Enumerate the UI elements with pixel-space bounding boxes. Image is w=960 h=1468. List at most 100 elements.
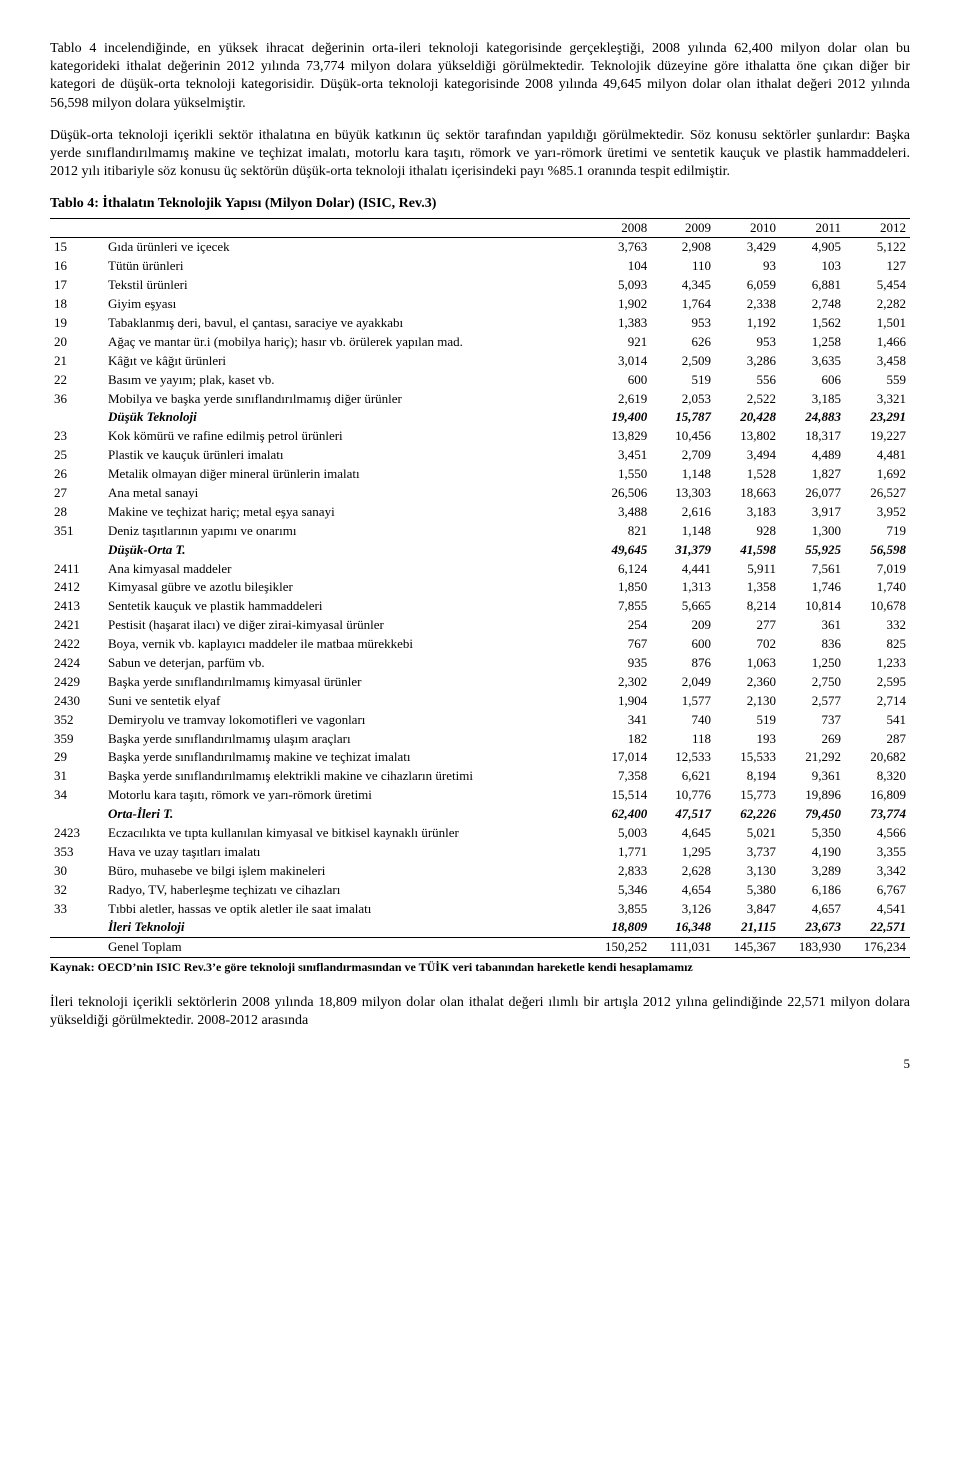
row-value: 41,598 [715, 541, 780, 560]
row-code: 2424 [50, 654, 104, 673]
table-row: İleri Teknoloji18,80916,34821,11523,6732… [50, 918, 910, 937]
row-value: 3,185 [780, 390, 845, 409]
row-code [50, 805, 104, 824]
row-value: 2,053 [651, 390, 715, 409]
row-value: 6,621 [651, 767, 715, 786]
row-label: Düşük-Orta T. [104, 541, 586, 560]
row-value: 4,541 [845, 900, 910, 919]
row-value: 145,367 [715, 938, 780, 958]
row-value: 3,488 [586, 503, 651, 522]
row-value: 702 [715, 635, 780, 654]
row-value: 4,441 [651, 560, 715, 579]
row-value: 6,124 [586, 560, 651, 579]
row-value: 1,740 [845, 578, 910, 597]
row-value: 6,186 [780, 881, 845, 900]
row-value: 16,348 [651, 918, 715, 937]
table-row: 351Deniz taşıtlarının yapımı ve onarımı8… [50, 522, 910, 541]
table-row: 31Başka yerde sınıflandırılmamış elektri… [50, 767, 910, 786]
row-label: Mobilya ve başka yerde sınıflandırılmamı… [104, 390, 586, 409]
row-code: 28 [50, 503, 104, 522]
row-value: 953 [651, 314, 715, 333]
table-row: 17Tekstil ürünleri5,0934,3456,0596,8815,… [50, 276, 910, 295]
row-value: 1,827 [780, 465, 845, 484]
row-label: Büro, muhasebe ve bilgi işlem makineleri [104, 862, 586, 881]
row-value: 21,292 [780, 748, 845, 767]
row-value: 719 [845, 522, 910, 541]
row-code: 19 [50, 314, 104, 333]
row-value: 269 [780, 730, 845, 749]
table-row: 20Ağaç ve mantar ür.i (mobilya hariç); h… [50, 333, 910, 352]
table-header-row: 2008 2009 2010 2011 2012 [50, 218, 910, 238]
row-value: 5,093 [586, 276, 651, 295]
row-value: 953 [715, 333, 780, 352]
row-label: Orta-İleri T. [104, 805, 586, 824]
table-row: Düşük Teknoloji19,40015,78720,42824,8832… [50, 408, 910, 427]
table-row: 15Gıda ürünleri ve içecek3,7632,9083,429… [50, 238, 910, 257]
row-value: 110 [651, 257, 715, 276]
row-value: 23,291 [845, 408, 910, 427]
row-value: 103 [780, 257, 845, 276]
row-label: Düşük Teknoloji [104, 408, 586, 427]
table-row: 2424Sabun ve deterjan, parfüm vb.9358761… [50, 654, 910, 673]
row-value: 56,598 [845, 541, 910, 560]
row-value: 767 [586, 635, 651, 654]
row-value: 2,522 [715, 390, 780, 409]
row-code: 18 [50, 295, 104, 314]
row-value: 4,645 [651, 824, 715, 843]
row-value: 6,881 [780, 276, 845, 295]
row-label: Tütün ürünleri [104, 257, 586, 276]
row-value: 4,190 [780, 843, 845, 862]
row-code [50, 918, 104, 937]
row-value: 287 [845, 730, 910, 749]
row-value: 5,122 [845, 238, 910, 257]
row-value: 5,665 [651, 597, 715, 616]
year-col: 2012 [845, 218, 910, 238]
row-value: 4,566 [845, 824, 910, 843]
row-label: Kâğıt ve kâğıt ürünleri [104, 352, 586, 371]
row-value: 5,911 [715, 560, 780, 579]
row-value: 3,451 [586, 446, 651, 465]
row-code: 2421 [50, 616, 104, 635]
row-value: 1,904 [586, 692, 651, 711]
row-value: 49,645 [586, 541, 651, 560]
row-label: Başka yerde sınıflandırılmamış ulaşım ar… [104, 730, 586, 749]
paragraph-1: Tablo 4 incelendiğinde, en yüksek ihraca… [50, 40, 910, 113]
table-row: 2430Suni ve sentetik elyaf1,9041,5772,13… [50, 692, 910, 711]
row-value: 928 [715, 522, 780, 541]
table-row: Genel Toplam150,252111,031145,367183,930… [50, 938, 910, 958]
row-value: 332 [845, 616, 910, 635]
row-value: 15,787 [651, 408, 715, 427]
table-row: 33Tıbbi aletler, hassas ve optik aletler… [50, 900, 910, 919]
row-value: 541 [845, 711, 910, 730]
row-code: 353 [50, 843, 104, 862]
row-value: 3,321 [845, 390, 910, 409]
row-value: 2,714 [845, 692, 910, 711]
paragraph-3: İleri teknoloji içerikli sektörlerin 200… [50, 994, 910, 1030]
row-value: 1,250 [780, 654, 845, 673]
row-code: 23 [50, 427, 104, 446]
row-value: 15,773 [715, 786, 780, 805]
table-source: Kaynak: OECD’nin ISIC Rev.3’e göre tekno… [50, 960, 910, 976]
table-row: 28Makine ve teçhizat hariç; metal eşya s… [50, 503, 910, 522]
row-value: 1,771 [586, 843, 651, 862]
row-code: 31 [50, 767, 104, 786]
row-value: 1,192 [715, 314, 780, 333]
row-code: 2411 [50, 560, 104, 579]
row-label: Ana metal sanayi [104, 484, 586, 503]
table-row: 22Basım ve yayım; plak, kaset vb.6005195… [50, 371, 910, 390]
row-code: 34 [50, 786, 104, 805]
row-value: 176,234 [845, 938, 910, 958]
table-row: 21Kâğıt ve kâğıt ürünleri3,0142,5093,286… [50, 352, 910, 371]
row-value: 62,226 [715, 805, 780, 824]
row-value: 193 [715, 730, 780, 749]
row-value: 556 [715, 371, 780, 390]
row-value: 18,317 [780, 427, 845, 446]
row-value: 3,635 [780, 352, 845, 371]
row-code: 2429 [50, 673, 104, 692]
row-value: 22,571 [845, 918, 910, 937]
row-value: 821 [586, 522, 651, 541]
row-value: 6,767 [845, 881, 910, 900]
row-value: 7,358 [586, 767, 651, 786]
row-value: 254 [586, 616, 651, 635]
row-value: 1,746 [780, 578, 845, 597]
